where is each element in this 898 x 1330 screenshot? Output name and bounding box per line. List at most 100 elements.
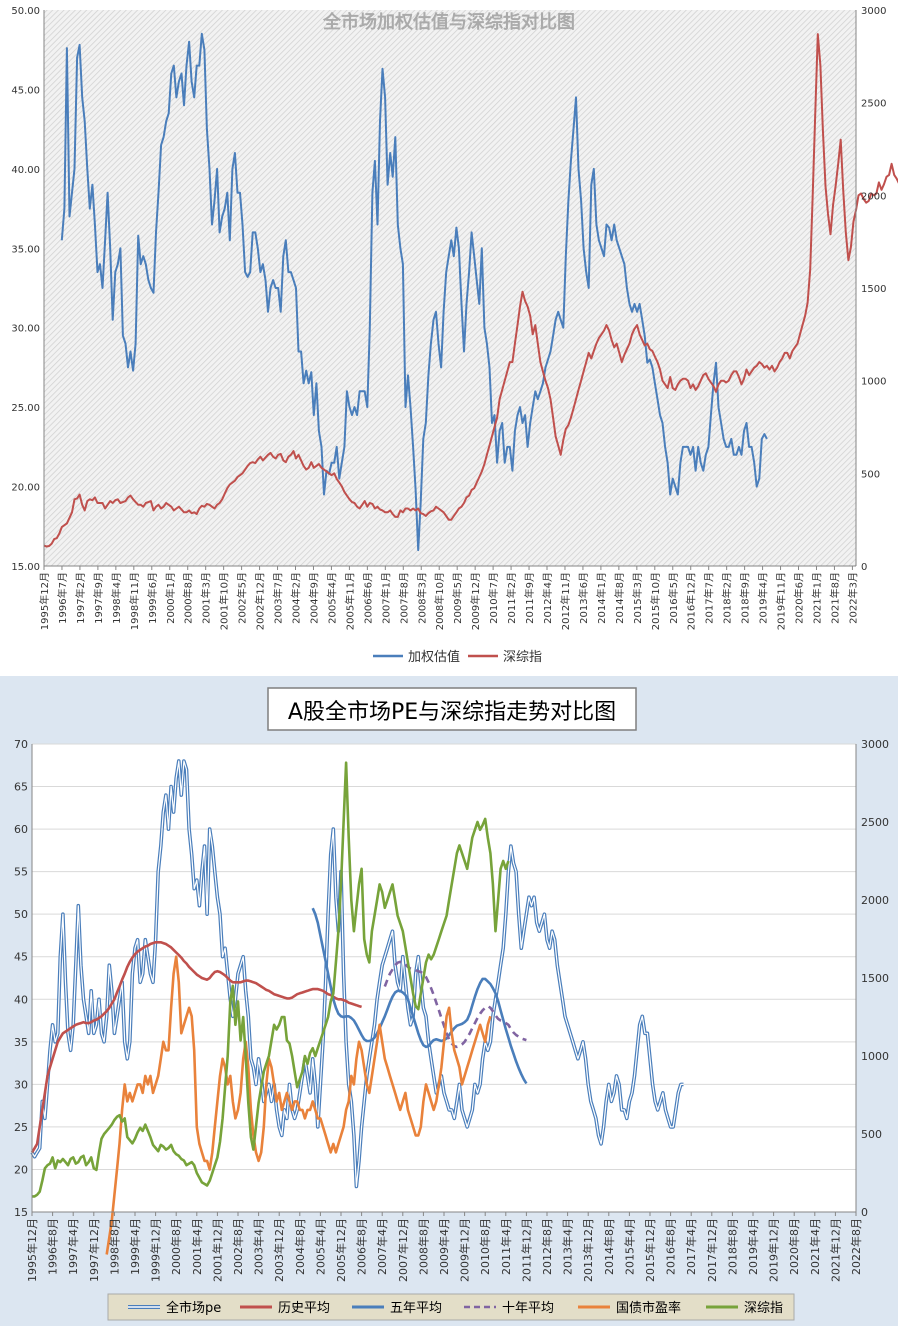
line-c1-1	[43, 33, 898, 548]
x-tick-label: 2022年3月	[846, 572, 859, 624]
legend-label-szse: 深综指	[503, 650, 542, 665]
y-left-tick-label: 40.00	[11, 165, 40, 176]
y-right-tick-label: 1500	[861, 972, 889, 985]
x-tick-label: 2015年10月	[649, 572, 662, 630]
x-tick-label: 2001年3月	[200, 572, 213, 624]
x-tick-label: 1997年4月	[66, 1218, 80, 1275]
y-right-tick-label: 1000	[861, 377, 886, 388]
legend-label-pe: 全市场pe	[166, 1300, 221, 1316]
x-tick-label: 2021年12月	[828, 1218, 842, 1282]
legend-label-szse2: 深综指	[744, 1301, 783, 1316]
x-tick-label: 2018年2月	[721, 572, 734, 624]
x-tick-label: 2003年4月	[252, 1218, 266, 1275]
x-tick-label: 2001年10月	[218, 572, 231, 630]
y-left-tick-label: 45.00	[11, 85, 40, 96]
y-left-tick-label: 40	[14, 993, 28, 1006]
x-tick-label: 2005年11月	[343, 572, 356, 630]
x-tick-label: 2011年2月	[505, 572, 518, 624]
x-tick-label: 2018年9月	[739, 572, 752, 624]
x-tick-label: 1998年8月	[107, 1218, 121, 1275]
x-tick-label: 1999年4月	[128, 1218, 142, 1275]
x-tick-label: 2002年5月	[236, 572, 249, 624]
y-right-tick-label: 3000	[861, 6, 886, 17]
y-right-tick-label: 1000	[861, 1050, 889, 1063]
y-right-tick-label: 0	[861, 1206, 868, 1219]
chart2-svg: A股全市场PE与深综指走势对比图 15 20 25 30 35 40 45 50 55 60 65 7…	[14, 687, 889, 1321]
chart-pe-vs-szse: A股全市场PE与深综指走势对比图 15 20 25 30 35 40 45 50 55 60 65 7…	[0, 676, 898, 1326]
x-tick-label: 2016年8月	[664, 1218, 678, 1275]
line-c2-2	[311, 907, 528, 1085]
x-tick-label: 2013年12月	[581, 1218, 595, 1282]
x-tick-label: 2022年8月	[849, 1218, 863, 1275]
x-tick-label: 2005年4月	[313, 1218, 327, 1275]
x-tick-label: 2007年12月	[396, 1218, 410, 1282]
line-c2-0-inner	[31, 760, 684, 1188]
x-tick-label: 2005年12月	[334, 1218, 348, 1282]
x-tick-label: 2015年4月	[622, 1218, 636, 1275]
y-left-tick-label: 35.00	[11, 244, 40, 255]
x-tick-label: 2011年9月	[523, 572, 536, 624]
x-tick-label: 2020年8月	[787, 1218, 801, 1275]
y-right-tick-label: 500	[861, 1128, 882, 1141]
y-right-tick-label: 2000	[861, 894, 889, 907]
x-tick-label: 2017年7月	[703, 572, 716, 624]
x-tick-label: 2011年4月	[499, 1218, 513, 1275]
x-tick-label: 1998年11月	[128, 572, 141, 630]
y-left-tick-label: 25	[14, 1121, 28, 1134]
legend-label-hist-avg: 历史平均	[278, 1301, 330, 1316]
x-tick-label: 2019年4月	[757, 572, 770, 624]
x-tick-label: 2009年12月	[469, 572, 482, 630]
x-tick-label: 2016年5月	[667, 572, 680, 624]
y-left-tick-label: 45	[14, 951, 28, 964]
x-tick-label: 2013年6月	[577, 572, 590, 624]
x-tick-label: 1997年12月	[87, 1218, 101, 1282]
x-tick-label: 2000年8月	[182, 572, 195, 624]
x-tick-label: 2014年1月	[595, 572, 608, 624]
x-tick-label: 1995年12月	[38, 572, 51, 630]
x-tick-label: 2010年7月	[487, 572, 500, 624]
x-tick-label: 2008年8月	[416, 1218, 430, 1275]
x-tick-label: 2013年4月	[561, 1218, 575, 1275]
x-tick-label: 2002年12月	[254, 572, 267, 630]
x-tick-label: 2001年4月	[190, 1218, 204, 1275]
x-tick-label: 1999年12月	[149, 1218, 163, 1282]
x-tick-label: 2003年7月	[272, 572, 285, 624]
x-tick-label: 2011年12月	[519, 1218, 533, 1282]
line-c1-0	[60, 32, 768, 552]
y-left-tick-label: 30	[14, 1078, 28, 1091]
x-tick-label: 2004年2月	[290, 572, 303, 624]
x-tick-label: 1996年7月	[56, 572, 69, 624]
x-tick-label: 2019年4月	[746, 1218, 760, 1275]
x-tick-label: 2021年4月	[808, 1218, 822, 1275]
y-left-tick-label: 50.00	[11, 6, 40, 17]
y-right-tick-label: 2000	[861, 191, 886, 202]
line-c2-5	[32, 761, 510, 1198]
y-left-tick-label: 25.00	[11, 403, 40, 414]
x-tick-label: 2018年8月	[725, 1218, 739, 1275]
y-left-tick-label: 70	[14, 738, 28, 751]
x-tick-label: 2003年12月	[272, 1218, 286, 1282]
y-left-tick-label: 35	[14, 1036, 28, 1049]
y-left-tick-label: 50	[14, 908, 28, 921]
x-tick-label: 2008年3月	[415, 572, 428, 624]
x-tick-label: 2004年9月	[307, 572, 320, 624]
x-tick-label: 2021年1月	[810, 572, 823, 624]
x-tick-label: 2019年12月	[767, 1218, 781, 1282]
legend-label-weighted: 加权估值	[408, 649, 460, 665]
y-right-tick-label: 500	[861, 469, 880, 480]
x-tick-label: 1997年2月	[74, 572, 87, 624]
x-tick-label: 2002年8月	[231, 1218, 245, 1275]
x-tick-label: 2008年10月	[433, 572, 446, 630]
legend-label-bond-pe: 国债市盈率	[616, 1300, 681, 1316]
chart2-title: A股全市场PE与深综指走势对比图	[288, 700, 616, 725]
x-tick-label: 2010年8月	[478, 1218, 492, 1275]
x-tick-label: 2017年4月	[684, 1218, 698, 1275]
x-tick-label: 2015年12月	[643, 1218, 657, 1282]
x-tick-label: 2014年8月	[602, 1218, 616, 1275]
legend-label-5y-avg: 五年平均	[390, 1301, 442, 1316]
x-tick-label: 2017年12月	[705, 1218, 719, 1282]
legend-label-10y-avg: 十年平均	[502, 1301, 554, 1316]
x-tick-label: 1997年9月	[92, 572, 105, 624]
x-tick-label: 2020年6月	[793, 572, 806, 624]
y-left-tick-label: 30.00	[11, 324, 40, 335]
